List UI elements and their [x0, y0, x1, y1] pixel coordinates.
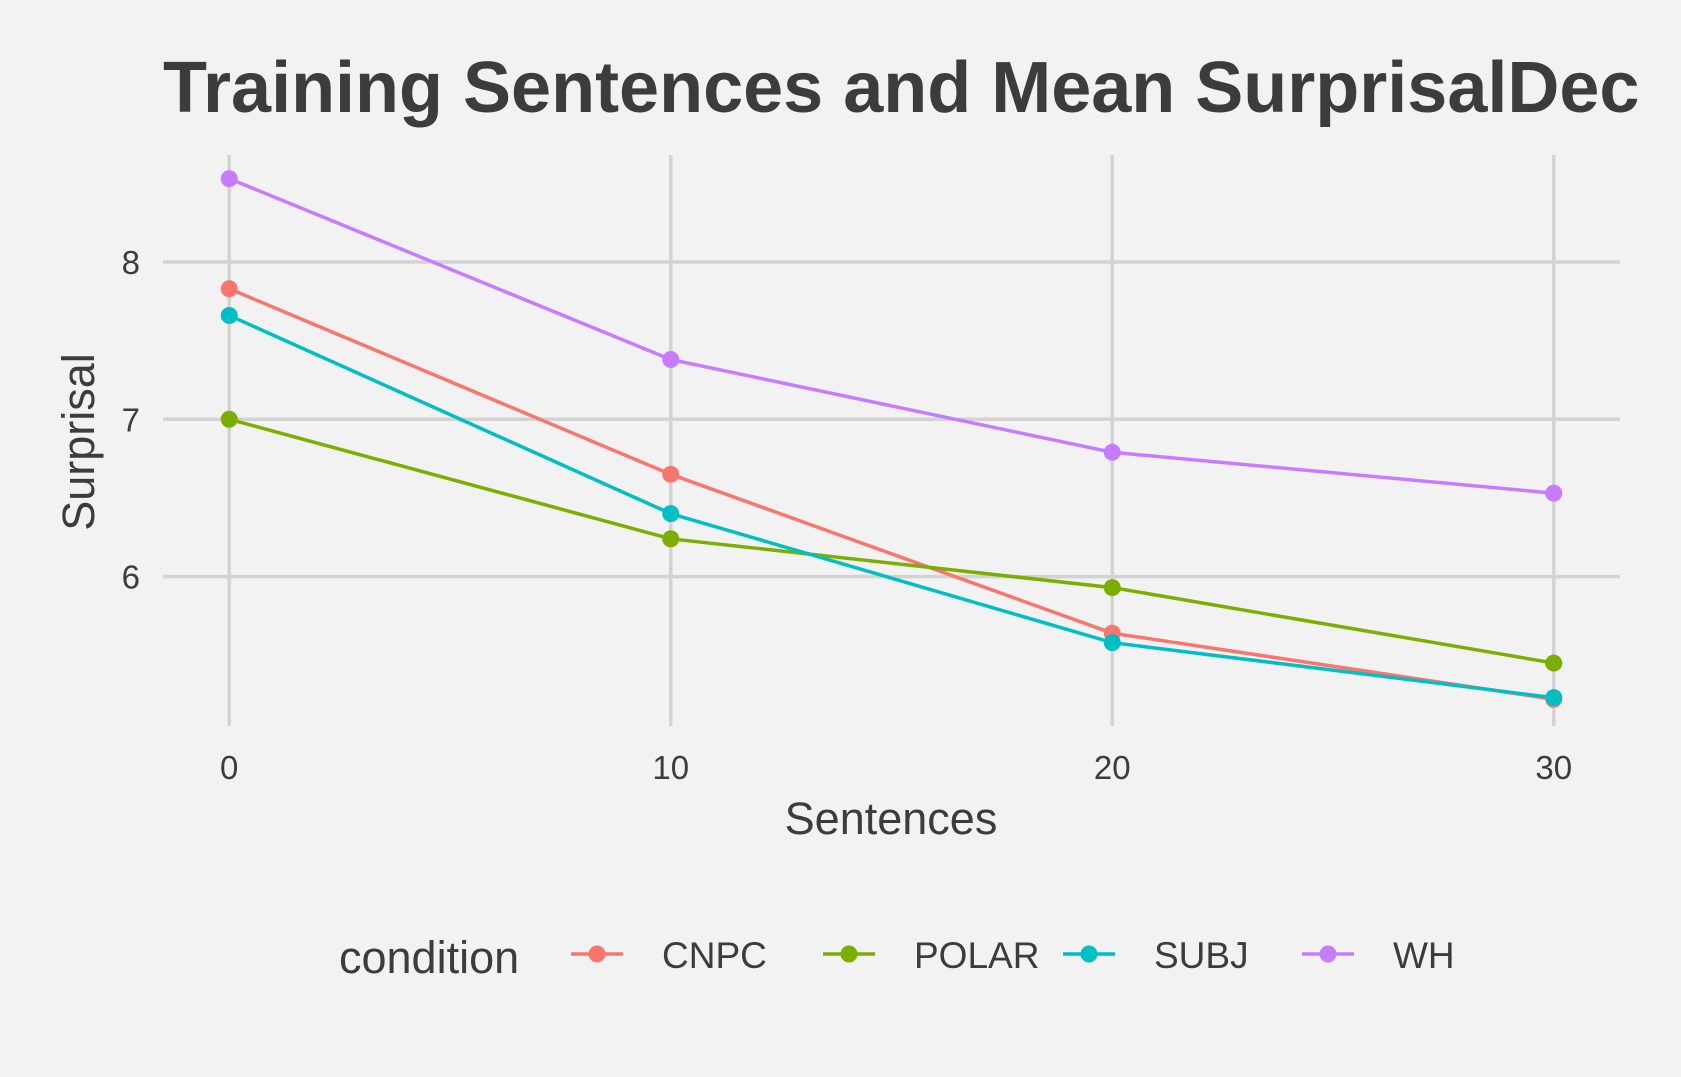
x-tick-label: 30 [1535, 749, 1572, 786]
data-point-polar [1545, 654, 1563, 672]
legend-item-subj: SUBJ [1063, 935, 1249, 976]
legend-item-wh: WH [1302, 935, 1455, 976]
y-axis-title: Surprisal [53, 353, 104, 531]
data-point-wh [662, 350, 680, 368]
data-point-cnpc [662, 465, 680, 483]
legend-key-point [1319, 945, 1337, 963]
data-point-polar [662, 530, 680, 548]
legend-key-point [588, 945, 606, 963]
legend-key-point [1080, 945, 1098, 963]
series-line-cnpc [228, 287, 1555, 701]
data-point-polar [1103, 579, 1121, 597]
legend-label: SUBJ [1154, 935, 1249, 976]
y-tick-label: 6 [122, 559, 140, 596]
series-polar [220, 410, 1563, 672]
legend-key-point [840, 945, 858, 963]
series-line-wh [228, 176, 1554, 495]
data-point-subj [1545, 689, 1563, 707]
series-subj [220, 306, 1563, 707]
x-tick-label: 0 [220, 749, 238, 786]
x-tick-label: 10 [652, 749, 689, 786]
legend-item-cnpc: CNPC [571, 935, 767, 976]
x-axis-title: Sentences [785, 793, 998, 844]
data-point-wh [1103, 443, 1121, 461]
data-point-cnpc [220, 280, 238, 298]
x-tick-label: 20 [1094, 749, 1131, 786]
data-point-wh [1545, 484, 1563, 502]
chart-title: Training Sentences and Mean SurprisalDec [163, 48, 1639, 128]
legend-title: condition [339, 932, 519, 983]
data-point-wh [220, 170, 238, 188]
data-point-subj [1103, 634, 1121, 652]
data-point-subj [220, 306, 238, 324]
data-point-polar [220, 410, 238, 428]
legend-label: POLAR [914, 935, 1039, 976]
series-line-subj [228, 313, 1554, 700]
data-point-subj [662, 505, 680, 523]
legend-item-polar: POLAR [823, 935, 1039, 976]
series-layer [220, 170, 1563, 708]
legend-label: CNPC [662, 935, 767, 976]
series-wh [220, 170, 1563, 502]
y-tick-label: 7 [122, 401, 140, 438]
series-line-polar [228, 417, 1555, 665]
tick-labels: 0 10 20 30 6 7 8 [122, 244, 1572, 786]
legend-label: WH [1393, 935, 1455, 976]
legend: condition CNPC POLAR SUBJ WH [339, 932, 1455, 983]
series-cnpc [220, 280, 1563, 708]
y-tick-label: 8 [122, 244, 140, 281]
